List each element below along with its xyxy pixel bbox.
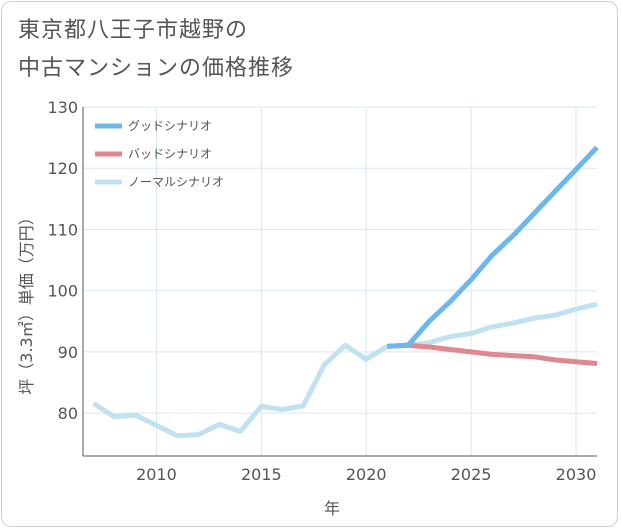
series-lines	[92, 145, 599, 439]
x-axis-label: 年	[324, 499, 340, 518]
x-tick-label: 2030	[556, 465, 597, 484]
chart-title-line2: 中古マンションの価格推移	[18, 56, 295, 81]
legend-label-1: バッドシナリオ	[128, 147, 212, 161]
y-tick-label: 110	[47, 220, 78, 239]
chart-title-line1: 東京都八王子市越野の	[18, 18, 249, 43]
y-axis-label: 坪（3.3㎡）単価（万円）	[17, 209, 36, 394]
x-tick-label: 2020	[346, 465, 387, 484]
chart-title: 東京都八王子市越野の 中古マンションの価格推移	[18, 12, 294, 88]
x-tick-label: 2010	[136, 465, 177, 484]
series-line-2	[92, 301, 598, 439]
plot-area	[83, 107, 597, 456]
y-tick-label: 130	[47, 98, 78, 117]
legend-label-2: ノーマルシナリオ	[128, 175, 224, 189]
x-tick-label: 2015	[241, 465, 282, 484]
axes: 2010 2015 2020 2025 2030 80 90 100 110 120 130	[47, 98, 597, 484]
y-tick-label: 80	[58, 404, 78, 423]
y-tick-label: 100	[47, 282, 78, 301]
y-tick-label: 120	[47, 159, 78, 178]
y-tick-label: 90	[58, 343, 78, 362]
series-line-0	[387, 145, 599, 349]
legend-label-0: グッドシナリオ	[128, 119, 212, 133]
x-tick-label: 2025	[451, 465, 492, 484]
grid-lines	[83, 106, 597, 456]
series-line-1	[387, 342, 598, 366]
